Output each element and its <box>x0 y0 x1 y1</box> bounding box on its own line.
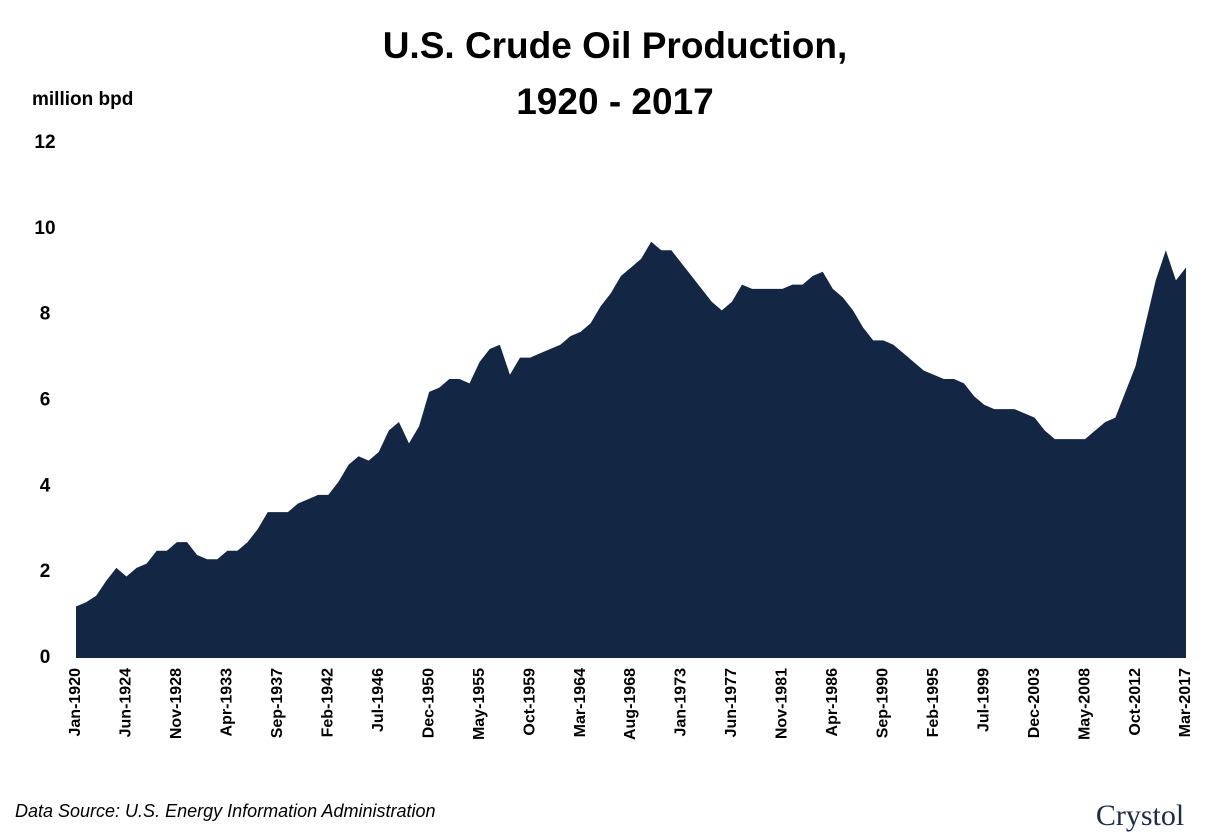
x-tick-label: Jul-1999 <box>975 668 992 732</box>
area <box>76 241 1186 659</box>
x-tick-label: Dec-2003 <box>1026 668 1043 738</box>
chart-title: 1920 - 2017 <box>516 81 714 122</box>
y-tick-label: 8 <box>40 304 51 325</box>
x-tick-label: Apr-1986 <box>824 668 841 737</box>
x-tick-label: Oct-2012 <box>1127 668 1144 736</box>
y-tick-label: 2 <box>40 561 51 582</box>
logo: Crystol <box>1096 799 1184 832</box>
source-note: Data Source: U.S. Energy Information Adm… <box>15 801 436 821</box>
x-tick-label: Feb-1995 <box>925 668 942 737</box>
x-tick-label: Dec-1950 <box>420 668 437 738</box>
x-tick-label: Mar-2017 <box>1177 668 1194 737</box>
y-tick-label: 6 <box>40 390 51 411</box>
x-tick-label: Apr-1933 <box>219 668 236 737</box>
y-tick-label: 10 <box>34 218 55 239</box>
x-tick-label: May-2008 <box>1076 668 1093 740</box>
y-tick-label: 4 <box>40 475 51 496</box>
x-tick-label: Sep-1937 <box>269 668 286 738</box>
y-tick-label: 0 <box>40 647 51 668</box>
x-tick-label: Mar-1964 <box>572 668 589 737</box>
x-tick-label: Oct-1959 <box>521 668 538 736</box>
x-tick-label: Jun-1977 <box>723 668 740 737</box>
x-tick-label: Jan-1973 <box>673 668 690 737</box>
x-tick-label: Sep-1990 <box>874 668 891 738</box>
chart-title: U.S. Crude Oil Production, <box>383 25 848 66</box>
x-tick-label: Jul-1946 <box>370 668 387 732</box>
x-tick-label: Feb-1942 <box>319 668 336 737</box>
y-axis-label: million bpd <box>32 89 133 110</box>
x-tick-label: Jan-1920 <box>67 668 84 737</box>
x-tick-label: Aug-1968 <box>622 668 639 740</box>
x-tick-label: Jun-1924 <box>118 668 135 737</box>
x-tick-label: Nov-1981 <box>774 668 791 739</box>
x-tick-label: Nov-1928 <box>168 668 185 739</box>
x-tick-label: May-1955 <box>471 668 488 740</box>
y-tick-label: 12 <box>34 132 55 153</box>
